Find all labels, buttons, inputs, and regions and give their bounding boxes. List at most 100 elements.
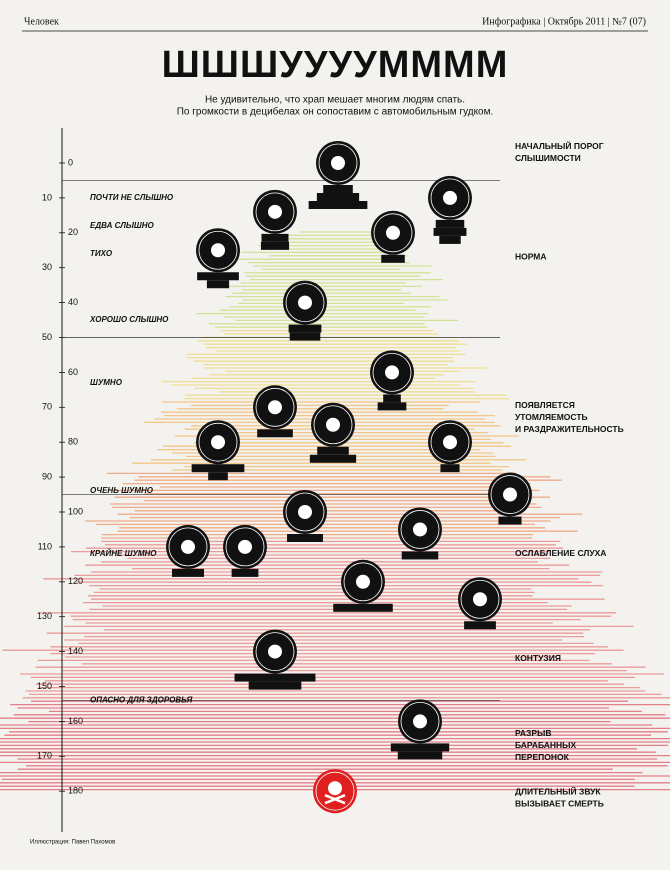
source-label: Храп (442, 465, 458, 472)
label-bg (260, 241, 290, 250)
source-label: Мурлыканье (199, 273, 237, 280)
source-label: Обычный (291, 324, 320, 332)
label-bg (439, 235, 461, 244)
source-label: в офисе (380, 403, 405, 410)
source-label: наручных (436, 229, 466, 236)
effect-label: НАЧАЛЬНЫЙ ПОРОГ (515, 140, 604, 151)
source-label: Автосигнализация (335, 605, 391, 612)
icon-glyph (443, 190, 457, 205)
tick-label: 110 (38, 541, 52, 551)
label-bg (433, 227, 467, 236)
tick-label: 140 (68, 646, 83, 656)
sound-source (313, 769, 357, 814)
source-label: близко от уха (400, 751, 441, 759)
effect-label: УТОМЛЯЕМОСТЬ (515, 412, 588, 422)
label-bg (287, 534, 323, 542)
source-label: Бульдозер (289, 535, 321, 542)
icon-glyph (181, 539, 195, 554)
icon-ring (490, 475, 530, 514)
icon-ring (255, 387, 295, 427)
icon-ring (225, 527, 265, 567)
effect: ДЛИТЕЛЬНЫЙ ЗВУК ВЫЗЫВАЕТ СМЕРТЬ (515, 785, 604, 808)
source-label: Автомобильный (194, 464, 243, 472)
tick-label: 100 (68, 506, 83, 516)
icon-glyph (443, 435, 457, 450)
tick-label: 0 (68, 157, 73, 167)
icon-glyph (238, 539, 252, 554)
sound-source: Сирена (223, 524, 267, 577)
icon-ring (373, 213, 413, 253)
sound-source: Вертолет (166, 524, 210, 577)
noise-stripes (0, 231, 670, 791)
label-bg (197, 272, 239, 281)
source-label: на рок-концерте (251, 682, 300, 689)
effect-label: ОСЛАБЛЕНИЕ СЛУХА (515, 548, 606, 558)
tick-label: 30 (42, 262, 52, 272)
effect-label: ДЛИТЕЛЬНЫЙ ЗВУК (515, 785, 601, 796)
icon-glyph (298, 295, 312, 310)
effect-label: ПОЯВЛЯЕТСЯ (515, 400, 575, 410)
label-bg (397, 751, 443, 760)
effect-label: ВЫЗЫВАЕТ СМЕРТЬ (515, 798, 604, 808)
level-label: ТИХО (90, 249, 113, 258)
label-bg (191, 464, 245, 473)
level-label: ХОРОШО СЛЫШНО (89, 315, 169, 324)
effect: НОРМА (515, 251, 547, 261)
icon-glyph (413, 522, 427, 537)
icon-ring (318, 143, 358, 183)
label-bg (440, 464, 460, 473)
label-bg (390, 743, 450, 752)
source-label: Шепот (383, 256, 403, 263)
source-label: собственное (319, 193, 358, 201)
icon-glyph (324, 794, 346, 805)
tick-label: 180 (68, 786, 83, 796)
icon-glyph (211, 435, 225, 450)
icon-glyph (328, 781, 342, 796)
icon-glyph (298, 505, 312, 519)
level-label: ШУМНО (90, 378, 123, 387)
icon-ring (315, 771, 355, 811)
icon-ring (430, 178, 470, 218)
effect-label: СЛЫШИМОСТИ (515, 153, 581, 163)
level-label: КРАЙНЕ ШУМНО (90, 549, 157, 558)
label-bg (317, 446, 349, 455)
sound-source: Шепот (371, 210, 415, 263)
icon-ring (168, 527, 208, 567)
icon-glyph (473, 592, 487, 607)
icon-glyph (356, 574, 370, 589)
icon-ring (255, 192, 295, 232)
icon-ring (430, 422, 470, 462)
icon-glyph (413, 714, 427, 729)
label-bg (381, 254, 405, 263)
source-label: дыхание и сердце (311, 202, 366, 209)
source-label: Упаковка (319, 447, 347, 454)
label-bg (261, 233, 289, 242)
issue: Инфографика | Октябрь 2011 | №7 (07) (482, 16, 646, 27)
effect-label: БАРАБАННЫХ (515, 740, 577, 750)
tick-label: 60 (68, 367, 78, 377)
effect-label: РАЗРЫВ (515, 728, 552, 738)
tick-label: 40 (68, 297, 78, 307)
subtitle: Не удивительно, что храп мешает многим л… (205, 95, 465, 106)
icon-ring (285, 492, 325, 532)
effect: ОСЛАБЛЕНИЕ СЛУХА (515, 548, 606, 558)
section: Человек (24, 16, 59, 27)
source-label: кошки (209, 281, 228, 288)
label-bg (464, 621, 496, 630)
icon-glyph (385, 365, 399, 380)
tick-label: 10 (42, 192, 52, 202)
icon-glyph (386, 225, 400, 240)
icon-glyph (268, 644, 282, 659)
effect-label: КОНТУЗИЯ (515, 653, 561, 663)
source-label: Сирена (234, 570, 257, 577)
source-label: Шум (385, 395, 399, 402)
